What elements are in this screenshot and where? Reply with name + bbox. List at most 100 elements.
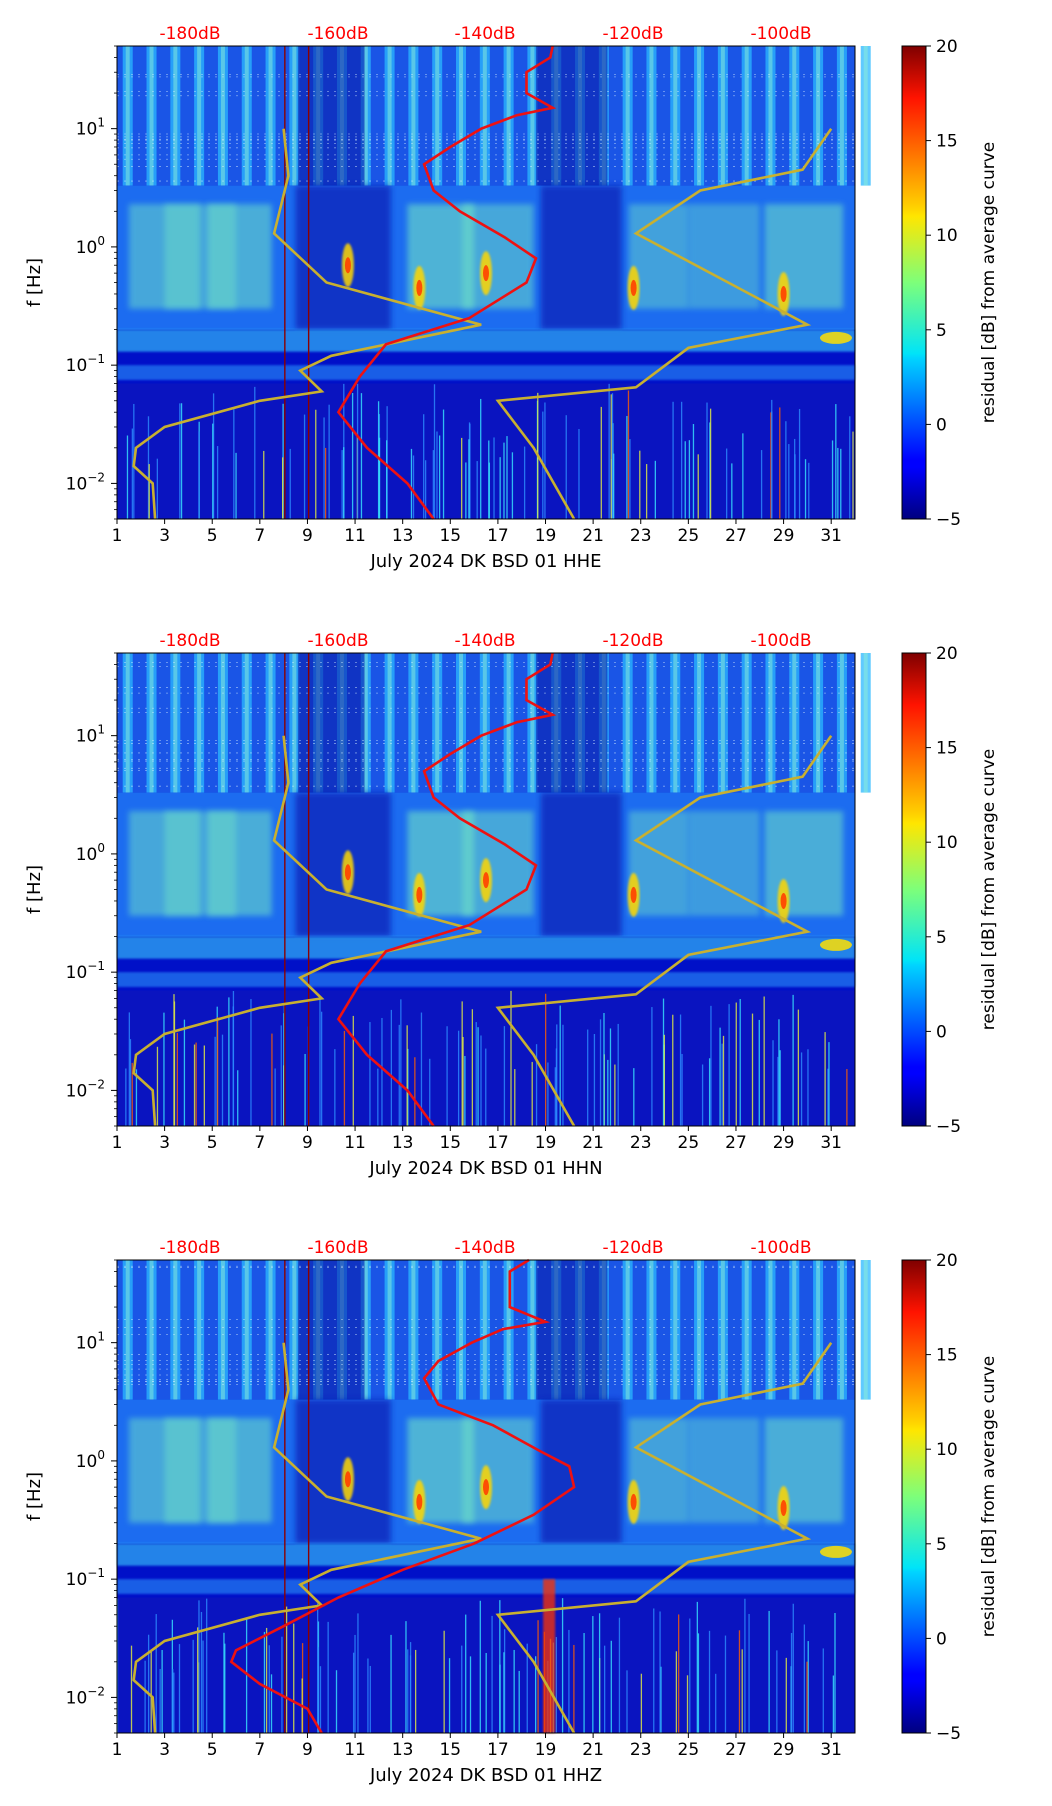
daily-stripe-core: [268, 653, 273, 793]
top-db-label: -100dB: [750, 631, 811, 651]
x-tick-label: 11: [344, 1740, 366, 1760]
activity-blob: [207, 811, 272, 916]
daily-stripe-core: [506, 46, 511, 186]
x-axis-label: July 2024 DK BSD 01 HHN: [368, 1158, 602, 1179]
gold-reference-curve: [132, 1342, 482, 1734]
x-tick-label: 29: [773, 1740, 795, 1760]
x-tick-label: 23: [630, 1740, 652, 1760]
y-tick-label: 100: [76, 841, 105, 865]
quiet-gap: [297, 46, 365, 186]
y-tick-label: 101: [76, 1330, 105, 1354]
daily-stripe-core: [744, 46, 749, 186]
daily-stripe-core: [220, 1260, 225, 1400]
daily-stripe-core: [649, 653, 654, 793]
quiet-region: [540, 1399, 622, 1544]
x-tick-label: 7: [254, 1133, 265, 1153]
x-tick-label: 23: [630, 1133, 652, 1153]
daily-stripe-core: [363, 46, 368, 186]
daily-stripe-core: [792, 653, 797, 793]
y-axis-label: f [Hz]: [24, 865, 45, 914]
colorbar-tick-label: 15: [936, 1346, 958, 1366]
daily-stripe-core: [387, 1260, 392, 1400]
bright-core: [416, 1493, 423, 1510]
gold-reference-curve-2: [495, 1341, 833, 1734]
colorbar-tick-label: 20: [936, 1251, 958, 1271]
daily-stripe-core: [173, 653, 178, 793]
daily-stripe-core: [244, 653, 249, 793]
activity-blob: [764, 811, 844, 916]
bright-core: [416, 279, 423, 296]
daily-stripe-core: [673, 1260, 678, 1400]
x-tick-label: 27: [725, 1740, 747, 1760]
y-tick-label: 10−1: [66, 959, 105, 983]
y-tick-label: 10−2: [66, 1684, 105, 1708]
colorbar: −5 0 5 10 15 20 residual [dB] from average cur…: [901, 1251, 999, 1744]
top-db-label: -120dB: [602, 24, 663, 44]
colorbar-tick-label: 10: [936, 833, 958, 853]
daily-stripe-core: [768, 46, 773, 186]
bright-core: [630, 279, 637, 296]
x-tick-label: 29: [773, 1133, 795, 1153]
x-tick-label: 7: [254, 1740, 265, 1760]
y-tick-label: 101: [76, 116, 105, 140]
daily-stripe-core: [744, 1260, 749, 1400]
x-tick-label: 15: [439, 526, 461, 546]
daily-stripe-core: [625, 653, 630, 793]
x-tick-label: 23: [630, 526, 652, 546]
red-average-curve: [336, 652, 557, 1127]
daily-stripe-core: [625, 46, 630, 186]
hotspot: [819, 331, 852, 344]
x-tick-label: 5: [207, 1133, 218, 1153]
daily-stripe-core: [792, 1260, 797, 1400]
colorbar-tick-label: 15: [936, 739, 958, 759]
activity-blob: [688, 204, 760, 309]
daily-stripe-core: [125, 653, 130, 793]
microseism-line: [117, 365, 855, 380]
daily-stripe-core: [411, 653, 416, 793]
colorbar-label: residual [dB] from average curve: [979, 142, 999, 423]
activity-blob: [462, 204, 534, 309]
daily-stripe-core: [268, 1260, 273, 1400]
spectrogram-heatmap: [117, 46, 871, 519]
x-tick-label: 31: [820, 1133, 842, 1153]
y-tick-label: 10−2: [66, 1077, 105, 1101]
colorbar: −5 0 5 10 15 20 residual [dB] from average cur…: [901, 37, 999, 530]
y-tick-label: 10−1: [66, 352, 105, 376]
daily-stripe-core: [220, 46, 225, 186]
daily-stripe-core: [435, 653, 440, 793]
daily-stripe-core: [411, 46, 416, 186]
top-db-label: -140dB: [454, 631, 515, 651]
top-db-label: -100dB: [750, 1238, 811, 1258]
top-db-label: -160dB: [307, 631, 368, 651]
bright-core: [780, 285, 787, 302]
daily-stripe-core: [697, 653, 702, 793]
daily-stripe-core: [411, 1260, 416, 1400]
colorbar-tick-label: 5: [936, 928, 947, 948]
daily-stripe-core: [292, 1260, 297, 1400]
x-tick-label: 19: [535, 1740, 557, 1760]
daily-stripe-core: [792, 46, 797, 186]
colorbar-tick-label: 0: [936, 1022, 947, 1042]
colorbar-tick-label: 0: [936, 1629, 947, 1649]
x-tick-label: 3: [159, 1740, 170, 1760]
x-tick-label: 3: [159, 526, 170, 546]
bright-core: [483, 1479, 489, 1496]
daily-stripe-core: [816, 1260, 821, 1400]
daily-stripe-core: [839, 653, 844, 793]
top-db-label: -120dB: [602, 631, 663, 651]
x-tick-label: 27: [725, 1133, 747, 1153]
daily-stripe-core: [244, 1260, 249, 1400]
activity-blob: [688, 1418, 760, 1523]
activity-blob: [764, 204, 844, 309]
y-axis-label: f [Hz]: [24, 1472, 45, 1521]
gold-reference-curve-2: [495, 127, 833, 520]
x-tick-label: 7: [254, 526, 265, 546]
daily-stripe-core: [744, 653, 749, 793]
daily-stripe-core: [863, 1260, 868, 1400]
daily-stripe-core: [125, 46, 130, 186]
bright-core: [416, 886, 423, 903]
activity-blob: [688, 811, 760, 916]
x-tick-label: 25: [678, 1133, 700, 1153]
daily-stripe-core: [697, 46, 702, 186]
